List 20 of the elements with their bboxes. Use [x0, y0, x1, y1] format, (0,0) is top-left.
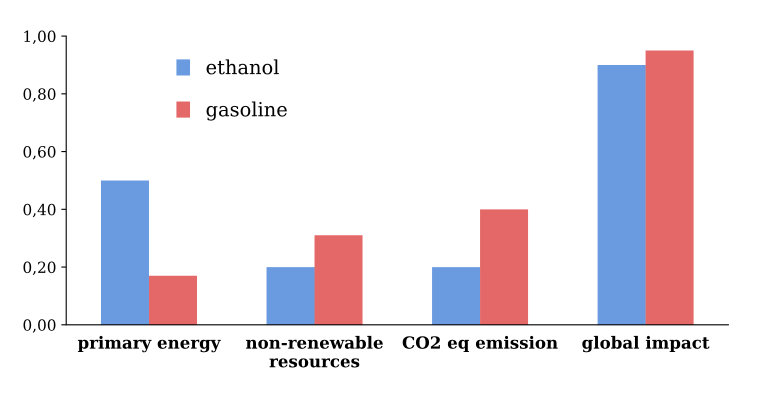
y-tick-label: 0,60 — [23, 146, 56, 160]
y-tick-label: 0,80 — [23, 88, 56, 102]
bar — [266, 267, 315, 325]
bar — [432, 267, 480, 325]
bar — [100, 180, 149, 325]
x-tick-label: CO2 eq emission — [402, 336, 558, 352]
x-tick-label: primary energy — [78, 336, 221, 352]
legend-label: ethanol — [206, 59, 279, 74]
y-tick-label: 0,20 — [23, 262, 56, 275]
y-tick-label: 0,40 — [23, 204, 56, 218]
y-tick-label: 0,00 — [23, 319, 56, 333]
bar — [148, 276, 197, 325]
x-tick-label: non-renewable resources — [246, 336, 383, 368]
legend-label: gasoline — [206, 102, 287, 121]
bar — [480, 209, 528, 325]
bar — [646, 50, 694, 325]
bar — [598, 64, 646, 325]
x-tick-label: global impact — [582, 336, 710, 352]
bar — [314, 235, 363, 325]
y-tick-label: 1,00 — [24, 30, 56, 44]
